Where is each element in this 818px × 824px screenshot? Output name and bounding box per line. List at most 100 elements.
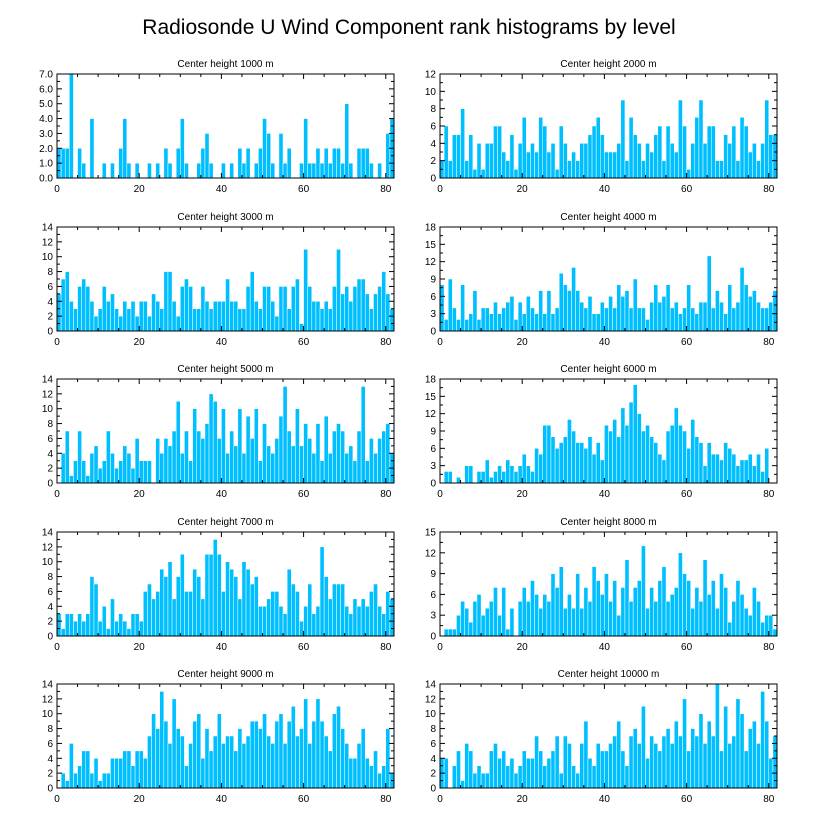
histogram-bar (69, 73, 74, 179)
histogram-bar (632, 134, 638, 179)
histogram-bar (723, 706, 728, 789)
histogram-bar (674, 720, 679, 789)
histogram-bar (501, 750, 507, 789)
histogram-bar (249, 438, 255, 484)
histogram-bar (303, 698, 308, 789)
histogram-bar (682, 307, 687, 332)
histogram-bar (443, 319, 449, 332)
histogram-bar (208, 554, 214, 637)
histogram-bar (229, 162, 234, 179)
x-tick-label: 80 (763, 794, 775, 805)
histogram-bar (217, 301, 222, 332)
histogram-bar (315, 606, 321, 637)
histogram-bar (381, 271, 387, 332)
histogram-bar (377, 772, 382, 789)
histogram-bar (315, 698, 321, 789)
histogram-bar (628, 401, 634, 484)
histogram-bar (171, 698, 177, 789)
histogram-bar (192, 720, 197, 789)
histogram-bar (764, 99, 770, 179)
x-tick-label: 40 (216, 642, 228, 653)
histogram-bar (204, 423, 210, 484)
histogram-bar (620, 750, 626, 789)
histogram-bar (155, 162, 160, 179)
histogram-bar (356, 278, 362, 332)
histogram-bar (175, 401, 181, 484)
histogram-bar (258, 308, 263, 332)
histogram-bar (200, 148, 206, 179)
y-tick-label: 4.0 (39, 114, 53, 125)
histogram-bar (348, 445, 354, 484)
histogram-bar (632, 728, 638, 789)
histogram-bar (114, 620, 119, 637)
histogram-bar (723, 442, 728, 484)
histogram-bar (583, 448, 589, 484)
histogram-bar (126, 750, 132, 789)
histogram-bar (616, 436, 622, 484)
histogram-bar (258, 728, 263, 789)
histogram-bar (727, 743, 733, 789)
histogram-bar (468, 621, 474, 637)
histogram-bar (542, 594, 548, 637)
histogram-bar (167, 561, 173, 637)
histogram-bar (229, 301, 234, 332)
histogram-bar (756, 301, 761, 332)
histogram-bar (698, 601, 704, 637)
histogram-bar (497, 313, 502, 332)
histogram-bar (118, 758, 124, 789)
histogram-bar (364, 758, 370, 789)
histogram-bar (563, 735, 568, 789)
histogram-bar (348, 613, 354, 637)
histogram-bar (200, 758, 206, 789)
histogram-bar (97, 467, 103, 484)
histogram-bar (151, 293, 156, 332)
histogram-bar (476, 319, 482, 332)
histogram-bar (101, 772, 107, 789)
histogram-bar (180, 118, 185, 179)
histogram-bar (657, 750, 663, 789)
x-tick-label: 20 (517, 642, 529, 653)
histogram-bar (653, 134, 659, 179)
histogram-bar (628, 735, 634, 789)
histogram-bar (526, 465, 531, 484)
histogram-bar (608, 430, 613, 484)
histogram-bar (538, 750, 543, 789)
y-tick-label: 9 (430, 569, 436, 580)
y-tick-label: 12 (42, 694, 54, 705)
histogram-bar (476, 471, 482, 484)
histogram-bar (69, 613, 74, 637)
histogram-bar (266, 133, 271, 179)
histogram-bar (204, 728, 210, 789)
histogram-bar (682, 125, 687, 179)
histogram-bar (501, 307, 507, 332)
y-tick-label: 5.0 (39, 99, 53, 110)
histogram-bar (735, 580, 741, 637)
histogram-bar (657, 580, 663, 637)
histogram-bar (649, 587, 654, 637)
x-tick-label: 20 (134, 642, 146, 653)
y-tick-label: 14 (42, 375, 54, 386)
histogram-bar (175, 315, 181, 332)
histogram-bar (278, 713, 284, 789)
histogram-bar (669, 143, 675, 179)
histogram-bar (542, 313, 548, 332)
histogram-bar (563, 608, 568, 637)
histogram-bar (217, 554, 222, 637)
histogram-bar (591, 125, 597, 179)
histogram-bar (122, 750, 128, 789)
histogram-bar (632, 384, 638, 484)
histogram-bar (575, 772, 580, 789)
histogram-bar (447, 160, 453, 179)
histogram-bar (710, 307, 716, 332)
histogram-bar (567, 419, 572, 484)
x-tick-label: 80 (380, 184, 392, 195)
y-tick-label: 2 (47, 769, 53, 780)
histogram-bar (180, 453, 185, 484)
histogram-bar (175, 576, 181, 637)
histogram-bar (526, 758, 531, 789)
histogram-bar (352, 460, 358, 484)
histogram-bar (546, 758, 552, 789)
histogram-bar (110, 758, 115, 789)
y-tick-label: 3.0 (39, 129, 53, 140)
histogram-bar (628, 307, 634, 332)
